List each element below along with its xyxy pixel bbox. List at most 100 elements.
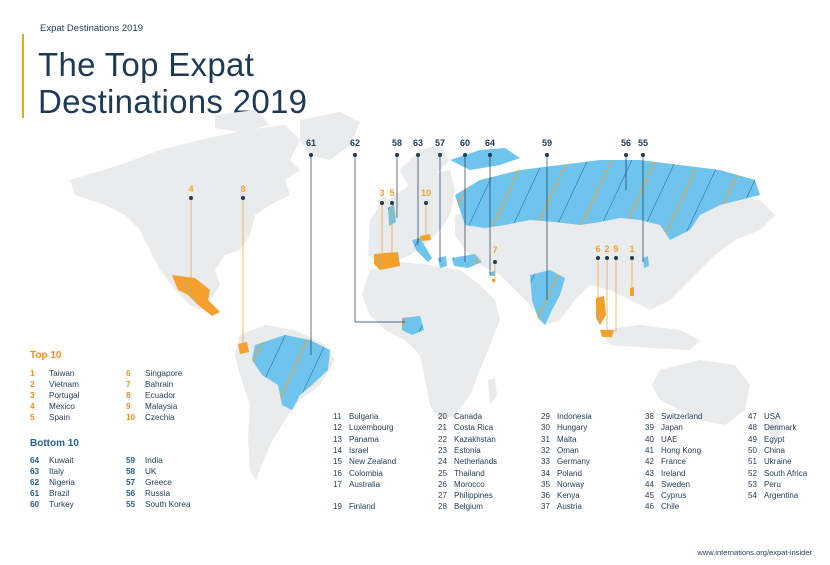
legend-country: Bahrain [145,380,174,389]
legend-row: 63 Italy [30,467,64,476]
ranking-number: 50 [748,445,757,455]
ranking-item: 29 Indonesia [541,412,592,421]
ranking-item: 20 Canada [438,412,482,421]
pin-label-2: 2 [604,244,609,254]
ranking-item: 53 Peru [748,480,781,489]
ranking-item: 14 Israel [333,446,369,455]
region-vietnam [596,296,606,325]
ranking-country: Hong Kong [661,445,702,455]
ranking-item: 21 Costa Rica [438,423,493,432]
title-line-1: The Top Expat [38,46,255,83]
legend-rank: 61 [30,489,40,498]
ranking-item: 24 Netherlands [438,457,497,466]
ranking-number: 26 [438,479,447,489]
ranking-item: 28 Belgium [438,502,483,511]
legend-country: Brazil [49,489,70,498]
pin-label-4: 4 [188,184,193,194]
ranking-number: 42 [645,457,654,467]
ranking-country: Indonesia [557,412,592,421]
title-line-2: Destinations 2019 [38,83,308,120]
ranking-number: 24 [438,457,447,467]
legend-country: Malaysia [145,402,178,411]
ranking-country: Bulgaria [349,412,379,421]
ranking-number: 47 [748,412,757,421]
region-kuwait [490,271,495,276]
ranking-country: Kenya [557,491,580,501]
ranking-number: 27 [438,491,447,501]
ranking-country: Thailand [454,468,485,478]
legend-row: 60 Turkey [30,500,74,509]
ranking-country: Denmark [764,423,797,433]
legend-rank: 62 [30,478,40,487]
ranking-item: 11 Bulgaria [333,412,378,421]
land-madagascar [488,378,497,405]
ranking-country: Luxembourg [349,423,394,433]
ranking-country: Philippines [454,491,493,501]
region-brazil [252,335,330,410]
bottom-10-countries [252,148,760,410]
legend-country: Ecuador [145,391,176,400]
pin-lines [310,155,644,355]
ranking-country: Oman [557,445,579,455]
ranking-number: 40 [645,434,654,444]
land-british-isles [378,196,388,216]
legend-rank: 1 [30,369,35,378]
ranking-number: 36 [541,491,550,501]
ranking-country: Canada [454,412,483,421]
pin-labels: 61 62 58 63 57 60 64 59 56 55 4 8 3 5 10… [188,138,648,255]
legend-rank: 9 [126,402,131,411]
ranking-number: 22 [438,434,447,444]
region-nigeria [402,316,424,335]
legend-rank: 59 [126,456,136,465]
ranking-number: 17 [333,479,342,489]
land-australia [652,360,750,425]
ranking-item: 27 Philippines [438,491,493,500]
legend-rank: 8 [126,391,131,400]
ranking-item: 49 Egypt [748,435,784,444]
ranking-item: 16 Colombia [333,469,383,478]
legend-row: 10 Czechia [126,413,175,422]
ranking-item: 47 USA [748,412,780,421]
ranking-item: 48 Denmark [748,423,796,432]
legend-country: India [145,456,163,465]
legend-row: 9 Malaysia [126,402,177,411]
ranking-country: New Zealand [349,457,397,467]
legend-rank: 4 [30,402,35,411]
ranking-country: Finland [349,502,376,512]
region-turkey [452,254,482,268]
legend-row: 1 Taiwan [30,369,75,378]
ranking-country: Israel [349,445,369,455]
legend-country: Kuwait [49,456,74,465]
pin-label-63: 63 [413,138,423,148]
ranking-number: 44 [645,479,654,489]
region-ukraine-strip [450,148,520,170]
ranking-country: Estonia [454,445,481,455]
ranking-country: Australia [349,479,381,489]
land-greenland [300,112,360,160]
ranking-item: 37 Austria [541,502,582,511]
legend-rank: 2 [30,380,35,389]
legend-rank: 55 [126,500,136,509]
legend-country: Czechia [145,413,175,422]
legend-country: Nigeria [49,478,75,487]
ranking-country: Kazakhstan [454,434,496,444]
region-india [530,270,565,325]
legend-country: Mexico [49,402,75,411]
region-taiwan [630,287,634,296]
ranking-item: 12 Luxembourg [333,423,393,432]
region-spain-portugal [374,252,400,270]
legend-rank: 56 [126,489,136,498]
region-russia [455,160,760,240]
legend-country: South Korea [145,500,191,509]
ranking-country: Norway [557,479,585,489]
ranking-number: 35 [541,479,550,489]
ranking-number: 41 [645,445,654,455]
ranking-country: Colombia [349,468,383,478]
ranking-country: Malta [557,434,577,444]
kicker: Expat Destinations 2019 [40,23,143,34]
ranking-country: Belgium [454,502,483,512]
land-europe [368,170,455,265]
ranking-number: 45 [645,491,654,501]
ranking-country: Egypt [764,434,785,444]
ranking-country: Panama [349,434,379,444]
